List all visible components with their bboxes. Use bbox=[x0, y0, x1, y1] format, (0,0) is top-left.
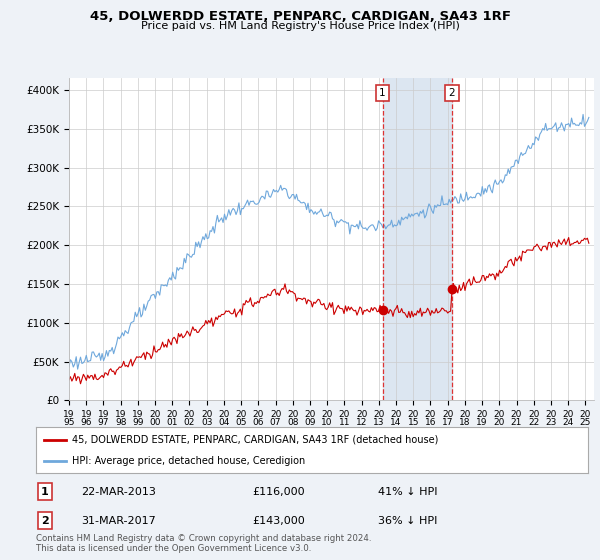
Text: 2: 2 bbox=[449, 88, 455, 98]
Text: 45, DOLWERDD ESTATE, PENPARC, CARDIGAN, SA43 1RF: 45, DOLWERDD ESTATE, PENPARC, CARDIGAN, … bbox=[89, 10, 511, 23]
Text: 36% ↓ HPI: 36% ↓ HPI bbox=[378, 516, 437, 526]
Bar bbox=[383, 78, 452, 400]
Text: 45, DOLWERDD ESTATE, PENPARC, CARDIGAN, SA43 1RF (detached house): 45, DOLWERDD ESTATE, PENPARC, CARDIGAN, … bbox=[72, 435, 438, 445]
Text: 1: 1 bbox=[379, 88, 386, 98]
Text: Price paid vs. HM Land Registry's House Price Index (HPI): Price paid vs. HM Land Registry's House … bbox=[140, 21, 460, 31]
Text: 1: 1 bbox=[41, 487, 49, 497]
Text: 31-MAR-2017: 31-MAR-2017 bbox=[81, 516, 156, 526]
Text: 22-MAR-2013: 22-MAR-2013 bbox=[81, 487, 156, 497]
Text: HPI: Average price, detached house, Ceredigion: HPI: Average price, detached house, Cere… bbox=[72, 456, 305, 466]
Text: £116,000: £116,000 bbox=[252, 487, 305, 497]
Text: Contains HM Land Registry data © Crown copyright and database right 2024.
This d: Contains HM Land Registry data © Crown c… bbox=[36, 534, 371, 553]
Text: 2: 2 bbox=[41, 516, 49, 526]
Text: 41% ↓ HPI: 41% ↓ HPI bbox=[378, 487, 437, 497]
Text: £143,000: £143,000 bbox=[252, 516, 305, 526]
